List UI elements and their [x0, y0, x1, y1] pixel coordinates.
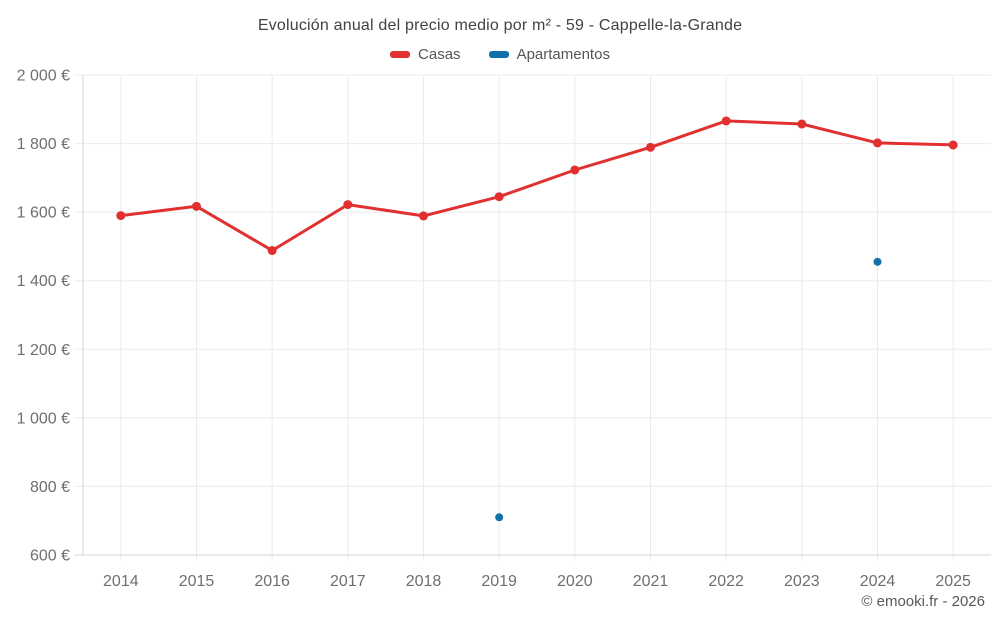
copyright-attribution: © emooki.fr - 2026 — [861, 593, 985, 610]
x-tick-label: 2017 — [330, 573, 366, 590]
data-point-casas-2016[interactable] — [267, 246, 277, 256]
data-point-casas-2023[interactable] — [797, 119, 807, 129]
x-tick-label: 2016 — [254, 573, 290, 590]
x-tick-label: 2024 — [860, 573, 896, 590]
data-point-casas-2021[interactable] — [646, 142, 655, 152]
legend-label-casas: Casas — [418, 46, 461, 63]
x-tick-label: 2022 — [708, 573, 744, 590]
x-tick-label: 2023 — [784, 573, 820, 590]
y-tick-label: 1 800 € — [17, 136, 70, 153]
legend-item-apartamentos[interactable]: Apartamentos — [488, 46, 610, 63]
data-point-casas-2019[interactable] — [494, 192, 504, 202]
data-point-casas-2014[interactable] — [116, 211, 126, 221]
data-point-casas-2018[interactable] — [419, 211, 428, 221]
x-tick-label: 2014 — [103, 573, 139, 590]
apartamentos-series-swatch-icon — [488, 51, 509, 58]
data-point-apartamentos-2024[interactable] — [873, 257, 882, 266]
data-point-apartamentos-2019[interactable] — [495, 513, 504, 522]
data-point-casas-2020[interactable] — [570, 165, 580, 175]
chart-title: Evolución anual del precio medio por m² … — [257, 17, 743, 34]
chart-legend: Casas Apartamentos — [0, 46, 1000, 63]
y-tick-label: 2 000 € — [17, 68, 70, 85]
legend-label-apartamentos: Apartamentos — [516, 46, 610, 63]
data-point-casas-2024[interactable] — [873, 138, 882, 148]
series-line-casas — [119, 119, 955, 252]
x-tick-label: 2025 — [935, 573, 971, 590]
data-point-casas-2015[interactable] — [192, 201, 201, 211]
y-tick-label: 1 200 € — [17, 342, 70, 359]
y-tick-label: 800 € — [30, 479, 70, 496]
x-tick-label: 2018 — [406, 573, 442, 590]
legend-item-casas[interactable]: Casas — [390, 46, 461, 63]
data-point-casas-2017[interactable] — [343, 200, 353, 210]
y-tick-label: 600 € — [30, 548, 70, 565]
x-tick-label: 2021 — [633, 573, 669, 590]
x-tick-label: 2015 — [179, 573, 215, 590]
y-tick-label: 1 000 € — [17, 410, 70, 427]
data-point-casas-2025[interactable] — [948, 140, 958, 150]
y-tick-label: 1 400 € — [17, 273, 70, 290]
y-tick-label: 1 600 € — [17, 205, 70, 222]
casas-series-swatch-icon — [390, 51, 411, 58]
x-tick-label: 2019 — [481, 573, 517, 590]
data-point-casas-2022[interactable] — [721, 116, 731, 126]
x-tick-label: 2020 — [557, 573, 593, 590]
